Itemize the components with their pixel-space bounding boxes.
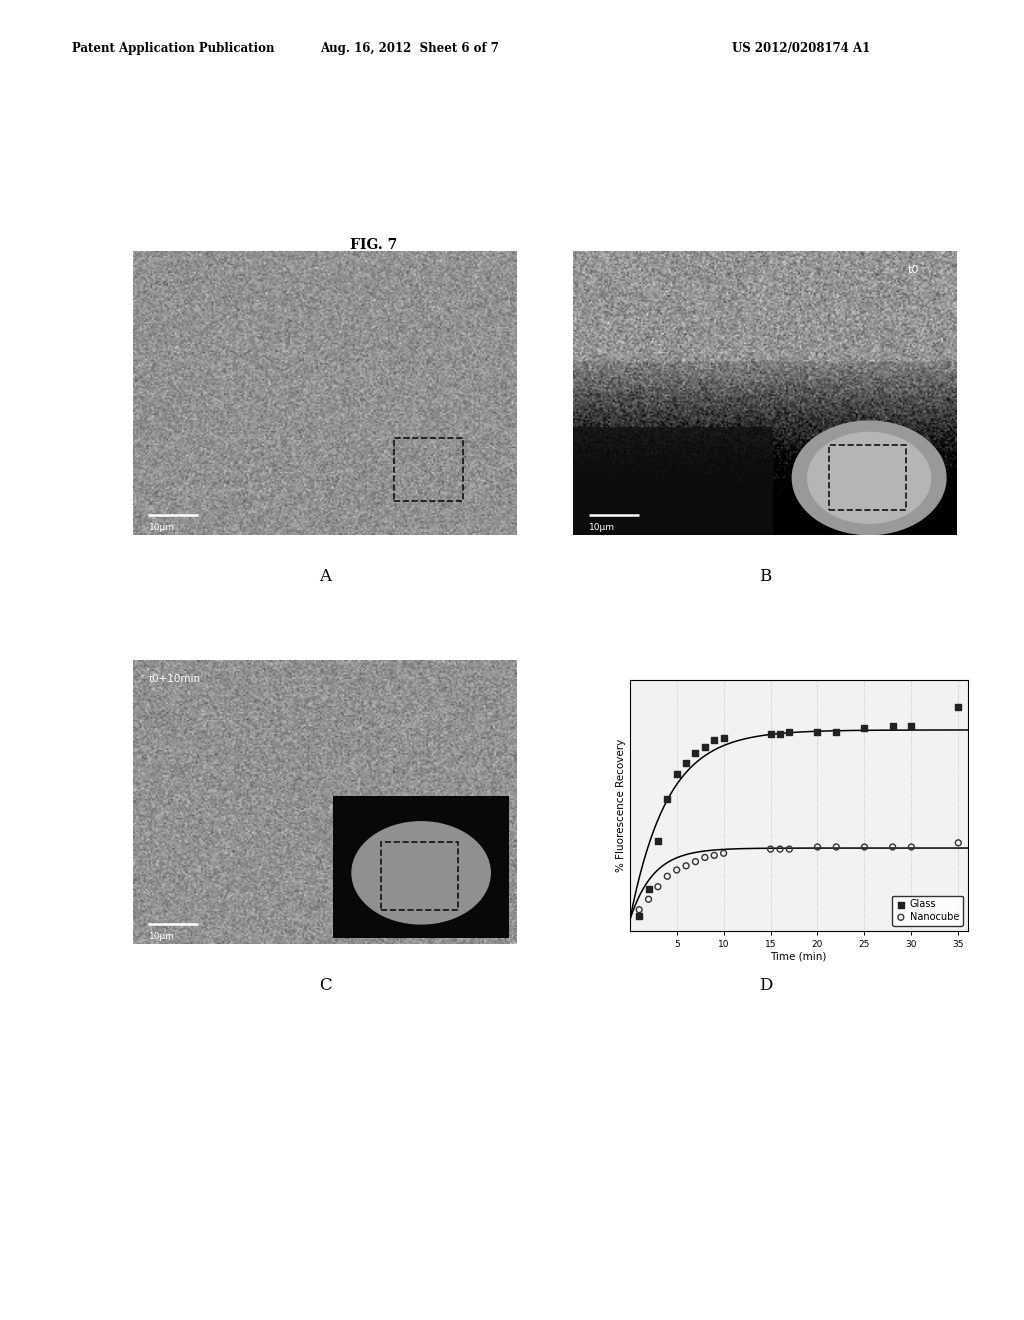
Y-axis label: % Fluorescence Recovery: % Fluorescence Recovery [615, 739, 626, 871]
Nanocube [678, 855, 694, 876]
Nanocube [950, 833, 967, 854]
Text: t0+10min: t0+10min [148, 675, 201, 684]
Text: A: A [319, 568, 331, 585]
Nanocube [650, 876, 667, 898]
Glass [640, 878, 656, 899]
Nanocube [669, 859, 685, 880]
Nanocube [762, 838, 779, 859]
Text: 10μm: 10μm [148, 932, 174, 941]
Circle shape [352, 822, 490, 924]
X-axis label: Time (min): Time (min) [770, 952, 827, 961]
Nanocube [716, 842, 732, 863]
Text: US 2012/0208174 A1: US 2012/0208174 A1 [732, 42, 870, 55]
Circle shape [793, 421, 946, 535]
Glass [762, 723, 779, 744]
Nanocube [696, 847, 713, 869]
Text: 10μm: 10μm [148, 523, 174, 532]
Text: FIG. 7: FIG. 7 [350, 238, 397, 252]
Glass [950, 697, 967, 718]
Glass [650, 830, 667, 851]
Glass [856, 717, 872, 738]
Circle shape [808, 433, 931, 523]
Glass [903, 715, 920, 737]
Nanocube [781, 838, 798, 859]
Glass [659, 788, 676, 809]
Glass [772, 723, 788, 744]
Nanocube [640, 888, 656, 909]
Text: D: D [759, 977, 772, 994]
Nanocube [903, 837, 920, 858]
Glass [696, 737, 713, 758]
Text: C: C [318, 977, 332, 994]
Bar [828, 445, 905, 511]
Glass [687, 742, 703, 763]
Glass [828, 722, 845, 743]
Glass [885, 715, 901, 737]
Glass [707, 730, 723, 751]
Nanocube [828, 837, 845, 858]
Nanocube [772, 838, 788, 859]
Text: B: B [760, 568, 771, 585]
Glass [716, 727, 732, 748]
Glass [669, 763, 685, 784]
Nanocube [856, 837, 872, 858]
Text: Aug. 16, 2012  Sheet 6 of 7: Aug. 16, 2012 Sheet 6 of 7 [321, 42, 499, 55]
Text: Patent Application Publication: Patent Application Publication [72, 42, 274, 55]
Nanocube [687, 851, 703, 873]
Bar [381, 842, 458, 909]
Text: t0: t0 [907, 265, 920, 275]
Nanocube [809, 837, 825, 858]
Nanocube [707, 845, 723, 866]
Glass [678, 752, 694, 774]
Nanocube [631, 899, 647, 920]
Bar [333, 796, 510, 939]
Glass [781, 722, 798, 743]
Text: 10μm: 10μm [589, 523, 614, 532]
Nanocube [885, 837, 901, 858]
Nanocube [659, 866, 676, 887]
Glass [809, 722, 825, 743]
Bar [394, 438, 463, 500]
Glass [631, 906, 647, 927]
Bar [573, 426, 773, 535]
Legend: Glass, Nanocube: Glass, Nanocube [892, 895, 963, 925]
